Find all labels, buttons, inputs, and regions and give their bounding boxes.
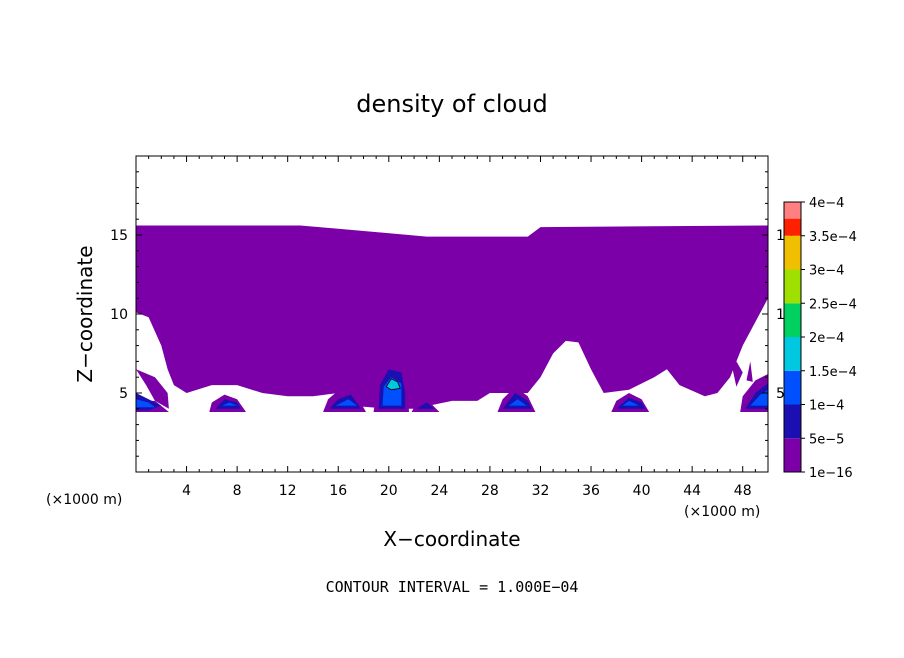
contour-region-21 <box>136 399 155 408</box>
x-unit-right: (×1000 m) <box>684 504 760 520</box>
x-tick-label-44: 44 <box>683 483 701 499</box>
contour-interval: CONTOUR INTERVAL = 1.000E−04 <box>326 578 579 596</box>
chart-title: density of cloud <box>356 90 547 118</box>
contour-region-2 <box>136 369 169 409</box>
x-unit-left: (×1000 m) <box>46 492 122 508</box>
colorbar-band-3 <box>784 337 801 371</box>
x-axis-label: X−coordinate <box>383 527 520 551</box>
x-tick-label-4: 4 <box>182 483 191 499</box>
colorbar-band-0 <box>784 438 801 472</box>
contour-region-26 <box>622 400 640 406</box>
contour-region-27 <box>750 389 768 406</box>
contour-region-11 <box>732 361 743 387</box>
x-tick-label-32: 32 <box>532 483 550 499</box>
colorbar-band-4 <box>784 303 801 337</box>
colorbar-band-top <box>784 202 801 219</box>
contour-region-0 <box>136 225 768 409</box>
colorbar-band-2 <box>784 370 801 405</box>
y-tick-label-5: 5 <box>119 386 128 402</box>
x-tick-label-28: 28 <box>481 483 499 499</box>
x-tick-label-16: 16 <box>329 483 347 499</box>
colorbar-label-2: 1e−4 <box>809 399 844 414</box>
x-tick-label-36: 36 <box>582 483 600 499</box>
colorbar-label-1: 5e−5 <box>809 432 844 447</box>
colorbar-band-1 <box>784 404 801 439</box>
colorbar-label-3: 1.5e−4 <box>809 365 857 380</box>
y-tick-label-15: 15 <box>110 228 128 244</box>
colorbar: 1e−16 5e−5 1e−4 1.5e−4 2e−4 2.5e−4 3e−4 3.5e−4 4… <box>783 196 857 481</box>
colorbar-band-5 <box>784 269 801 304</box>
contour-region-12 <box>746 361 753 382</box>
colorbar-label-4: 2e−4 <box>809 331 844 346</box>
y-axis-label: Z−coordinate <box>73 245 97 382</box>
x-tick-label-12: 12 <box>279 483 297 499</box>
x-tick-label-20: 20 <box>380 483 398 499</box>
x-tick-label-40: 40 <box>633 483 651 499</box>
colorbar-band-6 <box>784 235 801 270</box>
colorbar-label-8: 4e−4 <box>809 196 844 211</box>
x-tick-label-8: 8 <box>233 483 242 499</box>
contour-region-25 <box>508 399 527 406</box>
x-axis-ticks: 4 8 12 16 20 24 28 32 36 40 44 48 <box>148 156 756 499</box>
colorbar-label-6: 3e−4 <box>809 264 844 279</box>
x-tick-label-24: 24 <box>430 483 448 499</box>
x-tick-label-48: 48 <box>734 483 752 499</box>
contour-region-17 <box>416 402 435 409</box>
colorbar-label-5: 2.5e−4 <box>809 297 857 312</box>
contour-region-28 <box>385 378 401 391</box>
colorbar-label-0: 1e−16 <box>809 466 853 481</box>
y-tick-label-right-5: 5 <box>776 386 785 402</box>
contour-region-23 <box>335 399 358 406</box>
contour-fills <box>136 225 768 412</box>
y-tick-label-10: 10 <box>110 307 128 323</box>
contour-region-1 <box>489 320 511 378</box>
contour-region-22 <box>222 402 238 406</box>
colorbar-label-7: 3.5e−4 <box>809 230 857 245</box>
